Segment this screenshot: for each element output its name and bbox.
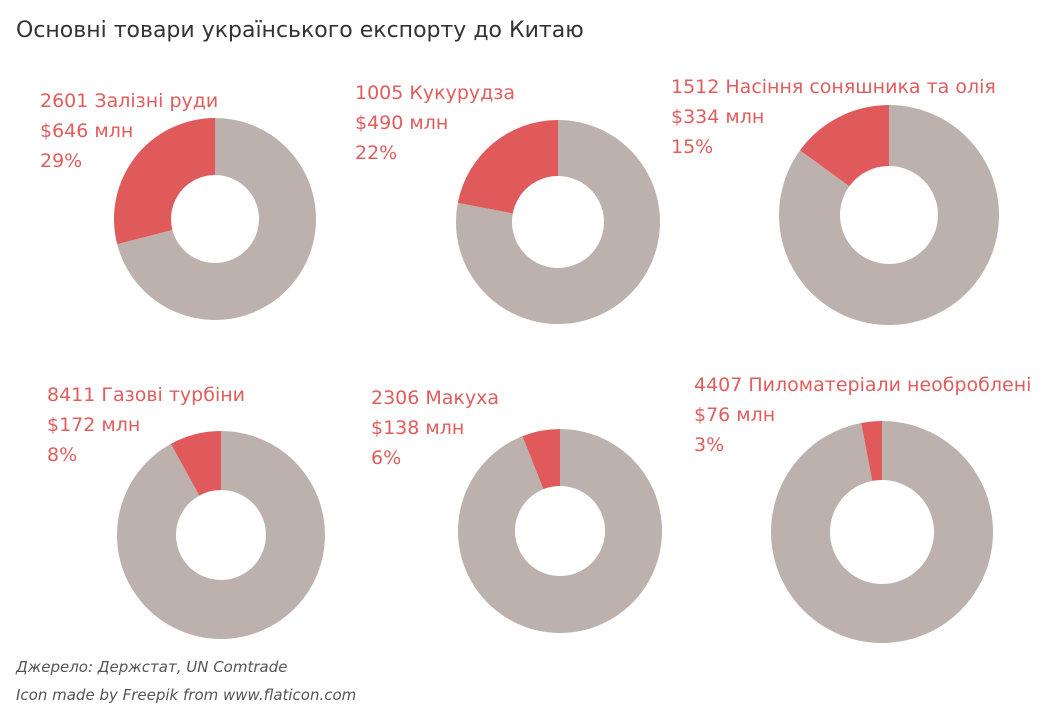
chart-title: Основні товари українського експорту до … xyxy=(16,18,584,43)
donut-sunflower xyxy=(778,105,999,325)
donut-slice-highlight xyxy=(170,431,221,496)
product-value: $490 млн xyxy=(355,112,449,134)
donut-slice-rest xyxy=(771,420,994,643)
donut-slice-rest xyxy=(117,118,317,321)
donut-slice-highlight xyxy=(800,105,889,187)
donut-corn xyxy=(456,119,660,325)
donut-slice-rest xyxy=(458,429,663,633)
product-share: 22% xyxy=(355,142,398,164)
donut-gas-turbines xyxy=(117,431,326,640)
product-value: $138 млн xyxy=(371,417,465,439)
donut-label-sunflower: 1512 Насіння соняшника та олія $334 млн … xyxy=(671,72,996,162)
donut-oilcake xyxy=(458,429,663,633)
product-share: 8% xyxy=(47,444,78,466)
donut-label-corn: 1005 Кукурудза $490 млн 22% xyxy=(355,78,515,168)
product-name: 2306 Макуха xyxy=(371,387,500,409)
donut-slice-highlight xyxy=(457,119,558,214)
product-value: $646 млн xyxy=(40,120,134,142)
product-share: 29% xyxy=(40,150,83,172)
source-note: Джерело: Держстат, UN Comtrade xyxy=(16,658,288,676)
donut-slice-highlight xyxy=(114,118,215,245)
donut-slice-rest xyxy=(456,120,660,325)
product-name: 2601 Залізні руди xyxy=(40,90,219,112)
donut-iron-ore xyxy=(114,118,317,321)
donut-slice-highlight xyxy=(861,421,882,481)
donut-label-oilcake: 2306 Макуха $138 млн 6% xyxy=(371,383,499,473)
product-share: 6% xyxy=(371,447,402,469)
product-name: 1005 Кукурудза xyxy=(355,82,516,104)
donut-slice-highlight xyxy=(522,429,560,490)
donut-slice-rest xyxy=(117,431,326,640)
donut-label-gas-turbines: 8411 Газові турбіни $172 млн 8% xyxy=(47,380,245,470)
product-value: $172 млн xyxy=(47,414,141,436)
donut-lumber xyxy=(771,420,994,643)
product-value: $76 млн xyxy=(694,404,776,426)
donut-label-iron-ore: 2601 Залізні руди $646 млн 29% xyxy=(40,86,218,176)
product-share: 3% xyxy=(694,434,725,456)
product-share: 15% xyxy=(671,136,714,158)
product-name: 8411 Газові турбіни xyxy=(47,384,246,406)
product-name: 4407 Пиломатеріали необроблені xyxy=(694,374,1032,396)
product-value: $334 млн xyxy=(671,106,765,128)
icon-credit: Icon made by Freepik from www.flaticon.c… xyxy=(16,686,357,704)
donut-label-lumber: 4407 Пиломатеріали необроблені $76 млн 3… xyxy=(694,370,1031,460)
donut-slice-rest xyxy=(778,105,999,325)
product-name: 1512 Насіння соняшника та олія xyxy=(671,76,996,98)
